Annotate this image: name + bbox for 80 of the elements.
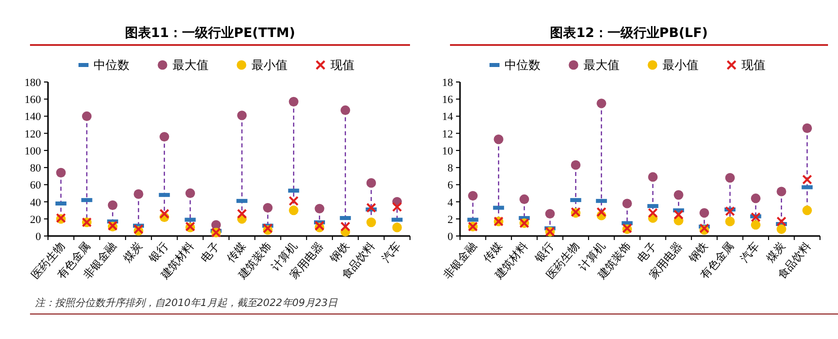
point [288,196,299,206]
point [750,194,761,204]
legend-label: 现值 [742,58,766,72]
point [494,134,504,144]
point [262,202,273,213]
x-tick-label: 电子 [198,240,222,265]
point [159,208,170,219]
point [340,222,350,232]
y-tick-label: 16 [442,94,454,106]
y-tick-label: 0 [36,231,42,243]
y-tick-label: 40 [30,196,42,209]
point [314,204,324,214]
point [648,172,658,182]
point [776,186,786,196]
point [674,190,684,200]
y-tick-label: 60 [30,180,42,192]
y-tick-label: 12 [442,128,453,140]
point [160,132,170,142]
point [674,210,684,220]
point [392,222,402,232]
y-tick-label: 8 [448,162,454,175]
point [802,174,812,185]
point [108,200,118,210]
legend-label: 中位数 [94,58,130,72]
point [725,206,735,216]
y-tick-label: 2 [448,214,453,226]
y-tick-label: 140 [24,111,42,124]
y-tick-label: 14 [442,111,454,124]
y-tick-label: 20 [30,214,42,226]
point [237,110,247,120]
point [366,178,376,188]
point [134,189,144,199]
y-tick-label: 120 [24,128,42,140]
legend-label: 最大值 [172,58,208,72]
point [468,190,478,201]
x-tick-label: 煤炭 [120,240,145,265]
chart-title: 图表11：一级行业PE(TTM) [124,26,296,41]
y-tick-label: 18 [442,77,454,89]
y-tick-label: 80 [30,162,42,175]
point [545,208,555,219]
point [392,202,402,212]
point [56,168,66,178]
legend-label: 中位数 [504,58,540,72]
point [802,206,812,216]
point [82,111,92,122]
y-tick-label: 180 [24,77,42,89]
text: 注：按照分位数升序排列，自2010年1月起，截至2022年09月23日 [35,297,339,309]
legend-label: 最大值 [584,58,620,72]
point [288,206,298,216]
legend-label: 最小值 [662,58,698,72]
point [776,216,786,226]
point [236,208,247,219]
y-tick-label: 10 [442,145,454,158]
point [366,218,376,228]
point [725,216,735,226]
point [648,208,658,218]
point [802,123,812,133]
point [185,188,196,198]
point [570,160,581,170]
y-tick-label: 160 [24,94,42,106]
chart-title: 图表12：一级行业PB(LF) [550,26,708,41]
point [288,96,298,106]
y-tick-label: 6 [448,180,454,192]
point [519,194,530,204]
point [622,198,632,208]
point [340,105,350,116]
legend-label: 现值 [330,58,354,72]
x-tick-label: 汽车 [379,240,404,265]
point [699,208,710,218]
y-tick-label: 100 [24,145,42,158]
x-tick-label: 汽车 [738,240,762,265]
point [776,224,786,234]
point [750,220,761,230]
legend-label: 最小值 [252,58,288,72]
point [750,212,761,222]
point [596,207,606,218]
point [596,98,606,108]
point [725,173,735,183]
y-tick-label: 4 [448,196,454,209]
point [366,202,376,213]
